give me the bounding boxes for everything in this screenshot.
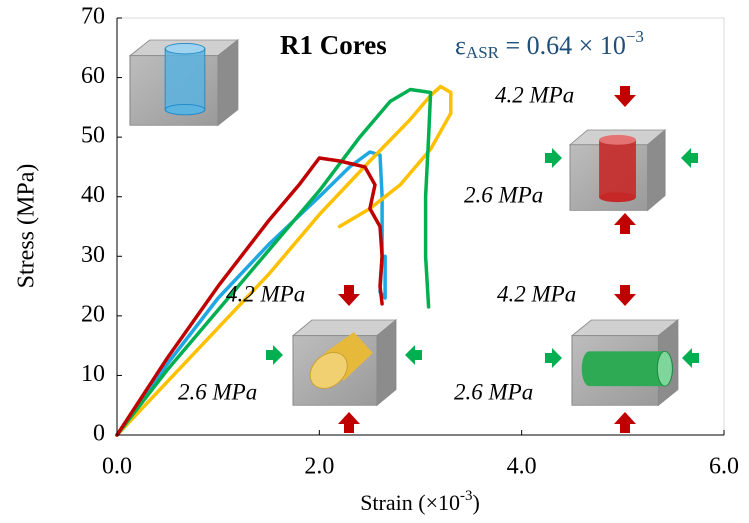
inset-red-core: 4.2 MPa 2.6 MPa — [464, 82, 698, 234]
y-tick-label: 60 — [81, 63, 105, 89]
x-tick-label: 2.0 — [304, 454, 334, 480]
chart: R1 Cores εASR = 0.64 × 10−3 4.2 MPa 2.6 … — [0, 0, 749, 523]
vertical-load-label: 4.2 MPa — [495, 82, 574, 107]
annotation-symbol: ε — [455, 31, 466, 60]
x-label-suffix: ) — [472, 490, 479, 515]
vertical-load-label: 4.2 MPa — [226, 281, 305, 306]
y-tick-label: 20 — [81, 301, 105, 327]
y-tick-label: 30 — [81, 242, 105, 268]
y-tick-label: 50 — [81, 123, 105, 149]
y-tick-label: 70 — [81, 4, 105, 30]
horizontal-load-label: 2.6 MPa — [464, 182, 543, 207]
annotation-superscript: −3 — [626, 27, 644, 46]
horizontal-load-label: 2.6 MPa — [178, 379, 257, 404]
annotation: εASR = 0.64 × 10−3 — [455, 27, 644, 62]
vertical-load-label: 4.2 MPa — [497, 281, 576, 306]
horizontal-load-label: 2.6 MPa — [454, 379, 533, 404]
annotation-subscript: ASR — [466, 43, 500, 62]
x-tick-label: 0.0 — [102, 454, 132, 480]
y-tick-label: 0 — [93, 421, 105, 447]
x-label-text: Strain (×10 — [360, 490, 460, 515]
curves — [117, 87, 451, 436]
y-axis-label: Stress (MPa) — [14, 164, 40, 289]
annotation-text: = 0.64 × 10 — [499, 31, 626, 60]
x-tick-label: 4.0 — [507, 454, 537, 480]
inset-green-core: 4.2 MPa 2.6 MPa — [454, 281, 699, 433]
x-label-superscript: -3 — [460, 488, 473, 504]
x-axis-label: Strain (×10-3) — [360, 488, 480, 515]
inset-blue-core — [130, 40, 238, 125]
stress-strain-curve — [117, 87, 451, 436]
x-tick-label: 6.0 — [709, 454, 739, 480]
y-tick-label: 10 — [81, 361, 105, 387]
chart-title: R1 Cores — [280, 30, 387, 60]
y-tick-label: 40 — [81, 182, 105, 208]
